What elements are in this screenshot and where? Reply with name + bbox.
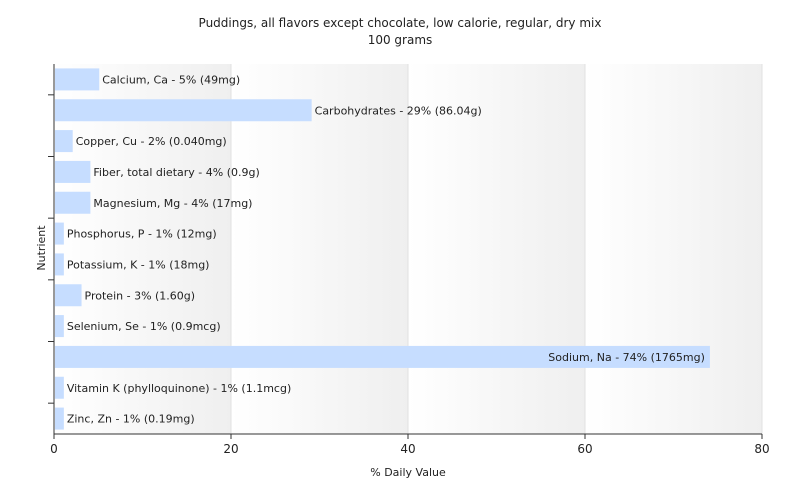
bar <box>55 407 64 430</box>
bar <box>55 68 100 91</box>
bar-label: Phosphorus, P - 1% (12mg) <box>67 228 217 241</box>
x-tick-label: 60 <box>577 442 592 456</box>
bar-label: Vitamin K (phylloquinone) - 1% (1.1mcg) <box>67 382 291 395</box>
bar-label: Protein - 3% (1.60g) <box>85 289 196 302</box>
x-tick-label: 0 <box>50 442 58 456</box>
bar <box>55 222 64 245</box>
plot-band <box>408 64 585 434</box>
bar <box>55 315 64 338</box>
bars: Calcium, Ca - 5% (49mg) Carbohydrates - 2… <box>55 68 710 430</box>
bar-label: Selenium, Se - 1% (0.9mcg) <box>67 320 221 333</box>
x-tick-label: 40 <box>400 442 415 456</box>
bar-label: Zinc, Zn - 1% (0.19mg) <box>67 413 195 426</box>
bar-label: Magnesium, Mg - 4% (17mg) <box>93 197 252 210</box>
bar <box>55 191 91 214</box>
plot-band <box>54 64 231 434</box>
chart-subtitle: 100 grams <box>368 33 433 47</box>
bar <box>55 376 64 399</box>
bar <box>55 160 91 183</box>
y-axis-label: Nutrient <box>35 225 48 271</box>
chart-title: Puddings, all flavors except chocolate, … <box>199 16 602 30</box>
bar-label: Potassium, K - 1% (18mg) <box>67 258 210 271</box>
bar <box>55 284 82 307</box>
bar <box>55 253 64 276</box>
x-tick-label: 20 <box>223 442 238 456</box>
bar-label: Sodium, Na - 74% (1765mg) <box>548 351 705 364</box>
x-tick-label: 80 <box>754 442 769 456</box>
bar-label: Copper, Cu - 2% (0.040mg) <box>76 135 227 148</box>
x-axis-ticks: 0 20 40 60 80 <box>50 434 770 456</box>
x-axis-label: % Daily Value <box>370 466 446 479</box>
bar <box>55 130 73 153</box>
gridlines <box>230 64 763 434</box>
bar <box>55 99 312 122</box>
bar-label: Carbohydrates - 29% (86.04g) <box>315 104 482 117</box>
bar <box>55 345 710 368</box>
bar-label: Calcium, Ca - 5% (49mg) <box>102 73 240 86</box>
plot-band <box>231 64 408 434</box>
bar-label: Fiber, total dietary - 4% (0.9g) <box>93 166 259 179</box>
plot-band <box>585 64 762 434</box>
plot-area <box>54 64 762 434</box>
